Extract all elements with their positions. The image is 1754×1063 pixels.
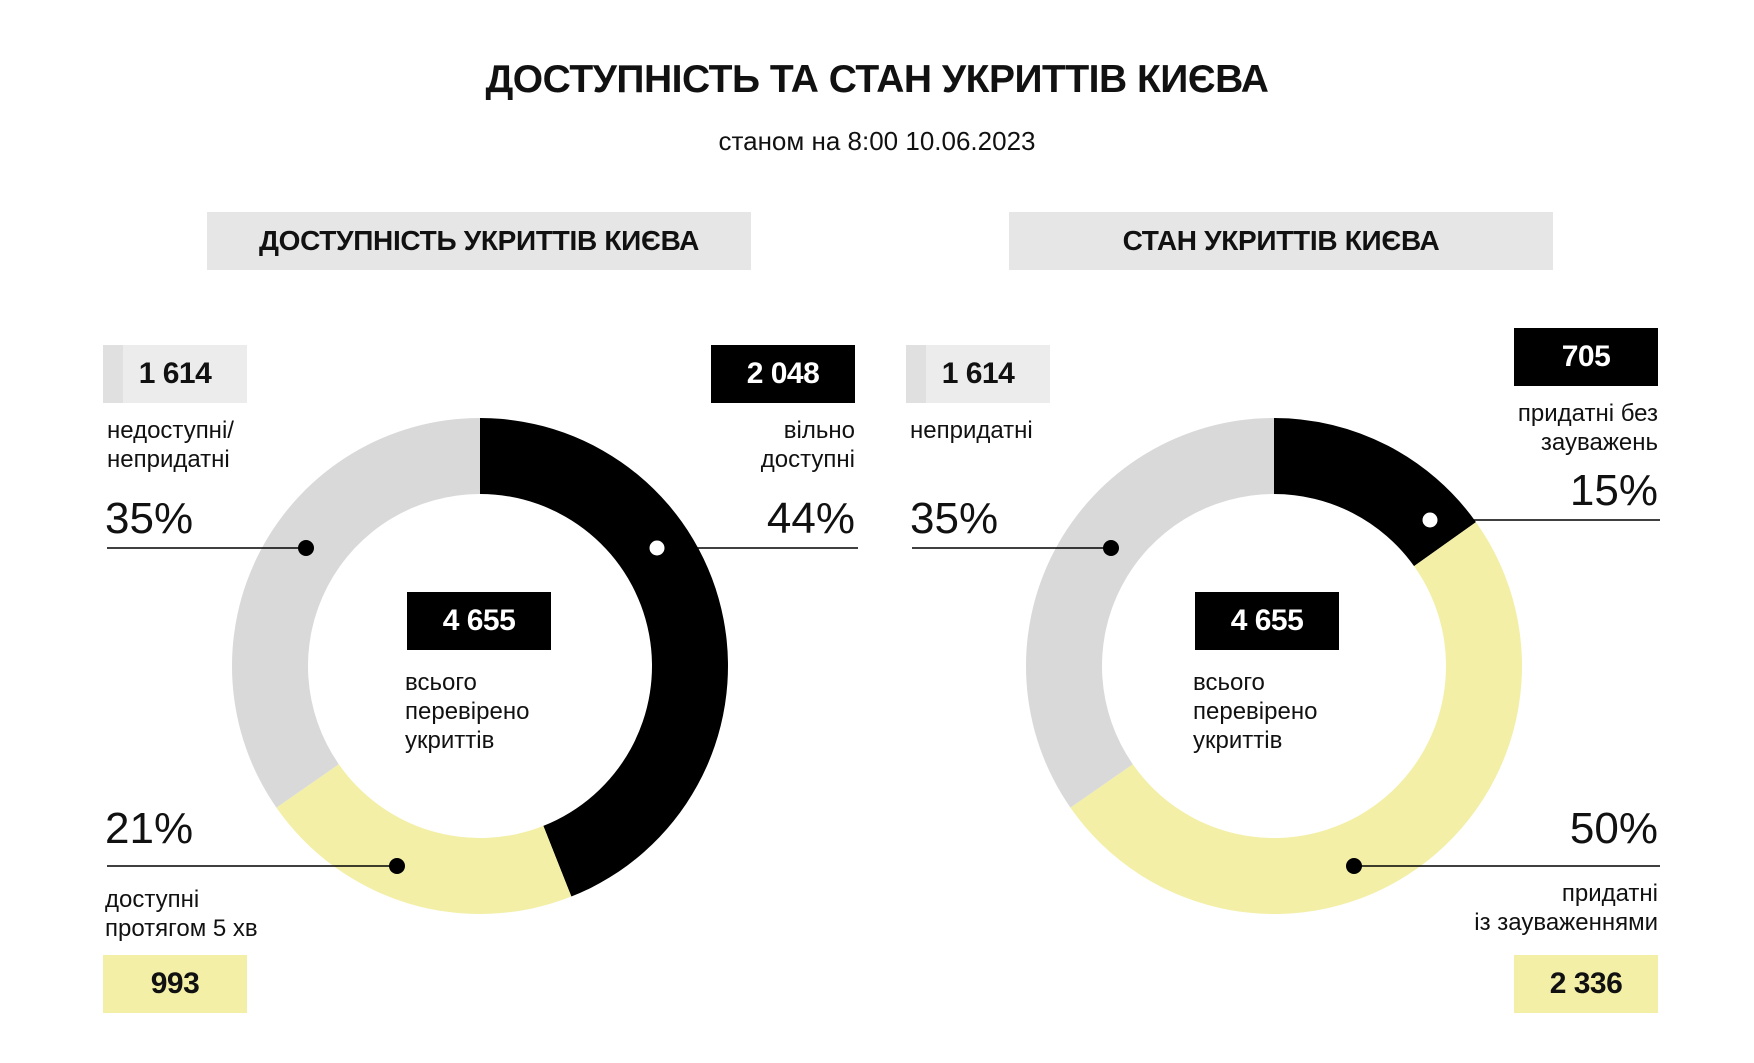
percent-fit-no-remarks: 15% bbox=[1569, 466, 1658, 515]
value-box-within-5min: 993 bbox=[103, 955, 247, 1013]
value-box-unfit: 1 614 bbox=[906, 345, 1050, 403]
label-fit-no-remarks: придатні без зауважень bbox=[1517, 400, 1658, 456]
page-subtitle: станом на 8:00 10.06.2023 bbox=[718, 126, 1036, 156]
total-label-availability: всього перевірено укриттів bbox=[405, 669, 530, 754]
label-within-5min: доступні протягом 5 хв bbox=[105, 886, 258, 942]
page-title: ДОСТУПНІСТЬ ТА СТАН УКРИТТІВ КИЄВА bbox=[485, 58, 1269, 101]
percent-unavailable: 35% bbox=[105, 494, 194, 543]
value-box-free-access: 2 048 bbox=[711, 345, 855, 403]
label-fit-with-remarks: придатні із зауваженнями bbox=[1474, 880, 1658, 936]
donut-slice-within-5min bbox=[276, 764, 572, 914]
donut-slice-fit-no-remarks bbox=[1274, 418, 1476, 567]
leader-dot-unfit bbox=[1103, 540, 1119, 556]
total-box-condition: 4 655 bbox=[1195, 592, 1339, 650]
chart-title-condition: СТАН УКРИТТІВ КИЄВА bbox=[1009, 212, 1553, 270]
value-box-fit-no-remarks: 705 bbox=[1514, 328, 1658, 386]
value-box-unavailable: 1 614 bbox=[103, 345, 247, 403]
chart-title-availability: ДОСТУПНІСТЬ УКРИТТІВ КИЄВА bbox=[207, 212, 751, 270]
leader-dot-fit-with-remarks bbox=[1346, 858, 1362, 874]
value-box-fit-with-remarks: 2 336 bbox=[1514, 955, 1658, 1013]
percent-unfit: 35% bbox=[910, 494, 999, 543]
donut-slice-unavailable bbox=[231, 418, 480, 808]
percent-fit-with-remarks: 50% bbox=[1569, 804, 1658, 853]
leader-dot-within-5min bbox=[389, 858, 405, 874]
percent-within-5min: 21% bbox=[105, 804, 194, 853]
leader-dot-unavailable bbox=[298, 540, 314, 556]
leader-dot-free-access bbox=[648, 539, 666, 557]
total-box-availability: 4 655 bbox=[407, 592, 551, 650]
total-label-condition: всього перевірено укриттів bbox=[1193, 669, 1318, 754]
label-free-access: вільно доступні bbox=[760, 417, 855, 473]
donut-slice-fit-with-remarks bbox=[1070, 522, 1523, 915]
leader-dot-fit-no-remarks bbox=[1421, 511, 1439, 529]
donut-slice-free-access bbox=[480, 418, 728, 897]
percent-free-access: 44% bbox=[766, 494, 855, 543]
label-unavailable: недоступні/ непридатні bbox=[107, 417, 234, 473]
label-unfit: непридатні bbox=[910, 417, 1033, 444]
donut-slice-unfit bbox=[1025, 418, 1274, 808]
